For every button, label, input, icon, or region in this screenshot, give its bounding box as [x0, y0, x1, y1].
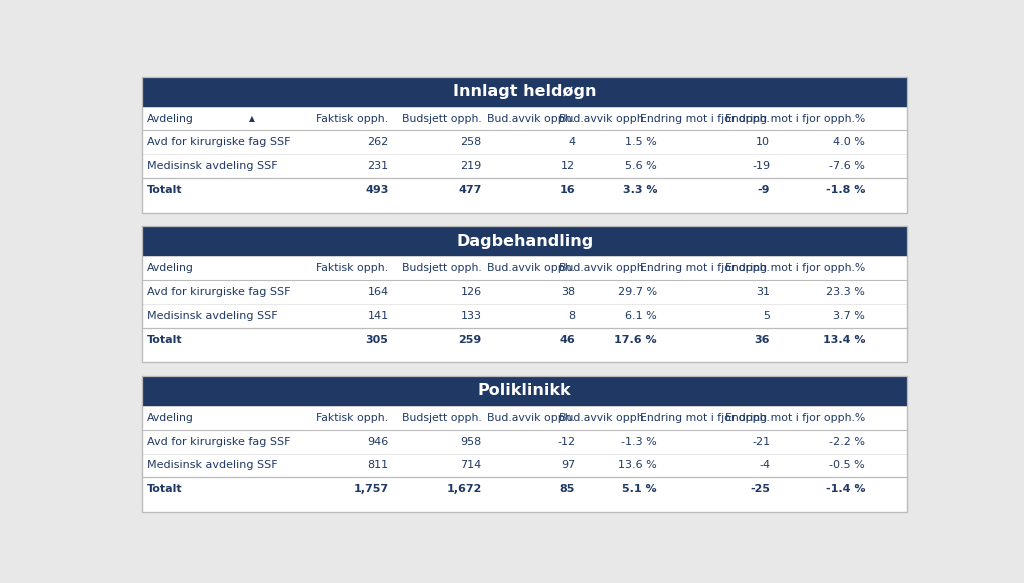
Text: 10: 10 [757, 138, 770, 147]
Text: 12: 12 [561, 161, 575, 171]
Text: Totalt: Totalt [147, 335, 182, 345]
Text: 13.4 %: 13.4 % [822, 335, 865, 345]
Text: 493: 493 [366, 185, 388, 195]
Text: 6.1 %: 6.1 % [626, 311, 657, 321]
Text: 231: 231 [368, 161, 388, 171]
Bar [142, 376, 907, 512]
Text: 5.1 %: 5.1 % [623, 484, 657, 494]
Text: Medisinsk avdeling SSF: Medisinsk avdeling SSF [147, 311, 278, 321]
Text: -12: -12 [557, 437, 575, 447]
Text: 262: 262 [368, 138, 388, 147]
Bar [142, 77, 907, 213]
Text: 164: 164 [368, 287, 388, 297]
Text: 1,757: 1,757 [353, 484, 388, 494]
Text: -1.3 %: -1.3 % [622, 437, 657, 447]
Text: Avd for kirurgiske fag SSF: Avd for kirurgiske fag SSF [147, 437, 291, 447]
Text: Budsjett opph.: Budsjett opph. [402, 263, 482, 273]
Text: 97: 97 [561, 461, 575, 470]
Text: Avdeling: Avdeling [147, 263, 194, 273]
Text: -7.6 %: -7.6 % [829, 161, 865, 171]
Bar [142, 376, 907, 512]
Text: Endring mot i fjor opph.%: Endring mot i fjor opph.% [725, 263, 865, 273]
Text: Bud.avvik opph....: Bud.avvik opph.... [559, 263, 657, 273]
Text: 85: 85 [560, 484, 575, 494]
Bar [142, 77, 907, 107]
Text: 219: 219 [461, 161, 482, 171]
Text: 31: 31 [757, 287, 770, 297]
Text: 17.6 %: 17.6 % [614, 335, 657, 345]
Text: 13.6 %: 13.6 % [618, 461, 657, 470]
Text: 141: 141 [368, 311, 388, 321]
Bar [142, 376, 907, 406]
Text: 946: 946 [368, 437, 388, 447]
Text: Totalt: Totalt [147, 484, 182, 494]
Bar [142, 226, 907, 363]
Text: 126: 126 [461, 287, 482, 297]
Text: 5: 5 [763, 311, 770, 321]
Text: ▲: ▲ [250, 114, 255, 123]
Text: Poliklinikk: Poliklinikk [478, 384, 571, 398]
Text: 46: 46 [559, 335, 575, 345]
Text: Endring mot i fjor opph.: Endring mot i fjor opph. [640, 114, 770, 124]
Text: Bud.avvik opph....: Bud.avvik opph.... [559, 413, 657, 423]
Text: 259: 259 [459, 335, 482, 345]
Text: 714: 714 [461, 461, 482, 470]
Text: 23.3 %: 23.3 % [826, 287, 865, 297]
Text: Endring mot i fjor opph.: Endring mot i fjor opph. [640, 263, 770, 273]
Text: Budsjett opph.: Budsjett opph. [402, 114, 482, 124]
Text: -25: -25 [751, 484, 770, 494]
Text: Medisinsk avdeling SSF: Medisinsk avdeling SSF [147, 161, 278, 171]
Text: Avdeling: Avdeling [147, 114, 194, 124]
Bar [142, 77, 907, 213]
Text: -4: -4 [759, 461, 770, 470]
Text: Faktisk opph.: Faktisk opph. [316, 114, 388, 124]
Text: 477: 477 [459, 185, 482, 195]
Text: 3.3 %: 3.3 % [623, 185, 657, 195]
Bar [142, 226, 907, 257]
Text: Medisinsk avdeling SSF: Medisinsk avdeling SSF [147, 461, 278, 470]
Text: 4: 4 [568, 138, 575, 147]
Text: -19: -19 [752, 161, 770, 171]
Text: 29.7 %: 29.7 % [617, 287, 657, 297]
Text: -2.2 %: -2.2 % [829, 437, 865, 447]
Text: Dagbehandling: Dagbehandling [456, 234, 594, 249]
Text: Bud.avvik opph.: Bud.avvik opph. [487, 114, 575, 124]
Text: 958: 958 [461, 437, 482, 447]
Text: 1,672: 1,672 [446, 484, 482, 494]
Text: Avd for kirurgiske fag SSF: Avd for kirurgiske fag SSF [147, 138, 291, 147]
Text: 133: 133 [461, 311, 482, 321]
Text: Bud.avvik opph.: Bud.avvik opph. [487, 263, 575, 273]
Text: 8: 8 [568, 311, 575, 321]
Text: 36: 36 [755, 335, 770, 345]
Text: Innlagt heldøgn: Innlagt heldøgn [453, 84, 597, 99]
Text: Budsjett opph.: Budsjett opph. [402, 413, 482, 423]
Text: Totalt: Totalt [147, 185, 182, 195]
Text: Faktisk opph.: Faktisk opph. [316, 413, 388, 423]
Text: Bud.avvik opph....: Bud.avvik opph.... [559, 114, 657, 124]
Text: 1.5 %: 1.5 % [626, 138, 657, 147]
Text: 258: 258 [461, 138, 482, 147]
Text: Faktisk opph.: Faktisk opph. [316, 263, 388, 273]
Text: -21: -21 [752, 437, 770, 447]
Text: -9: -9 [758, 185, 770, 195]
Text: Avdeling: Avdeling [147, 413, 194, 423]
Text: 305: 305 [366, 335, 388, 345]
Text: 38: 38 [561, 287, 575, 297]
Text: -0.5 %: -0.5 % [829, 461, 865, 470]
Text: Endring mot i fjor opph.%: Endring mot i fjor opph.% [725, 413, 865, 423]
Text: 4.0 %: 4.0 % [834, 138, 865, 147]
Text: Endring mot i fjor opph.: Endring mot i fjor opph. [640, 413, 770, 423]
Text: 16: 16 [559, 185, 575, 195]
Text: -1.4 %: -1.4 % [825, 484, 865, 494]
Text: -1.8 %: -1.8 % [825, 185, 865, 195]
Text: Endring mot i fjor opph.%: Endring mot i fjor opph.% [725, 114, 865, 124]
Bar [142, 226, 907, 363]
Text: 5.6 %: 5.6 % [626, 161, 657, 171]
Text: Bud.avvik opph.: Bud.avvik opph. [487, 413, 575, 423]
Text: 811: 811 [368, 461, 388, 470]
Text: 3.7 %: 3.7 % [834, 311, 865, 321]
Text: Avd for kirurgiske fag SSF: Avd for kirurgiske fag SSF [147, 287, 291, 297]
